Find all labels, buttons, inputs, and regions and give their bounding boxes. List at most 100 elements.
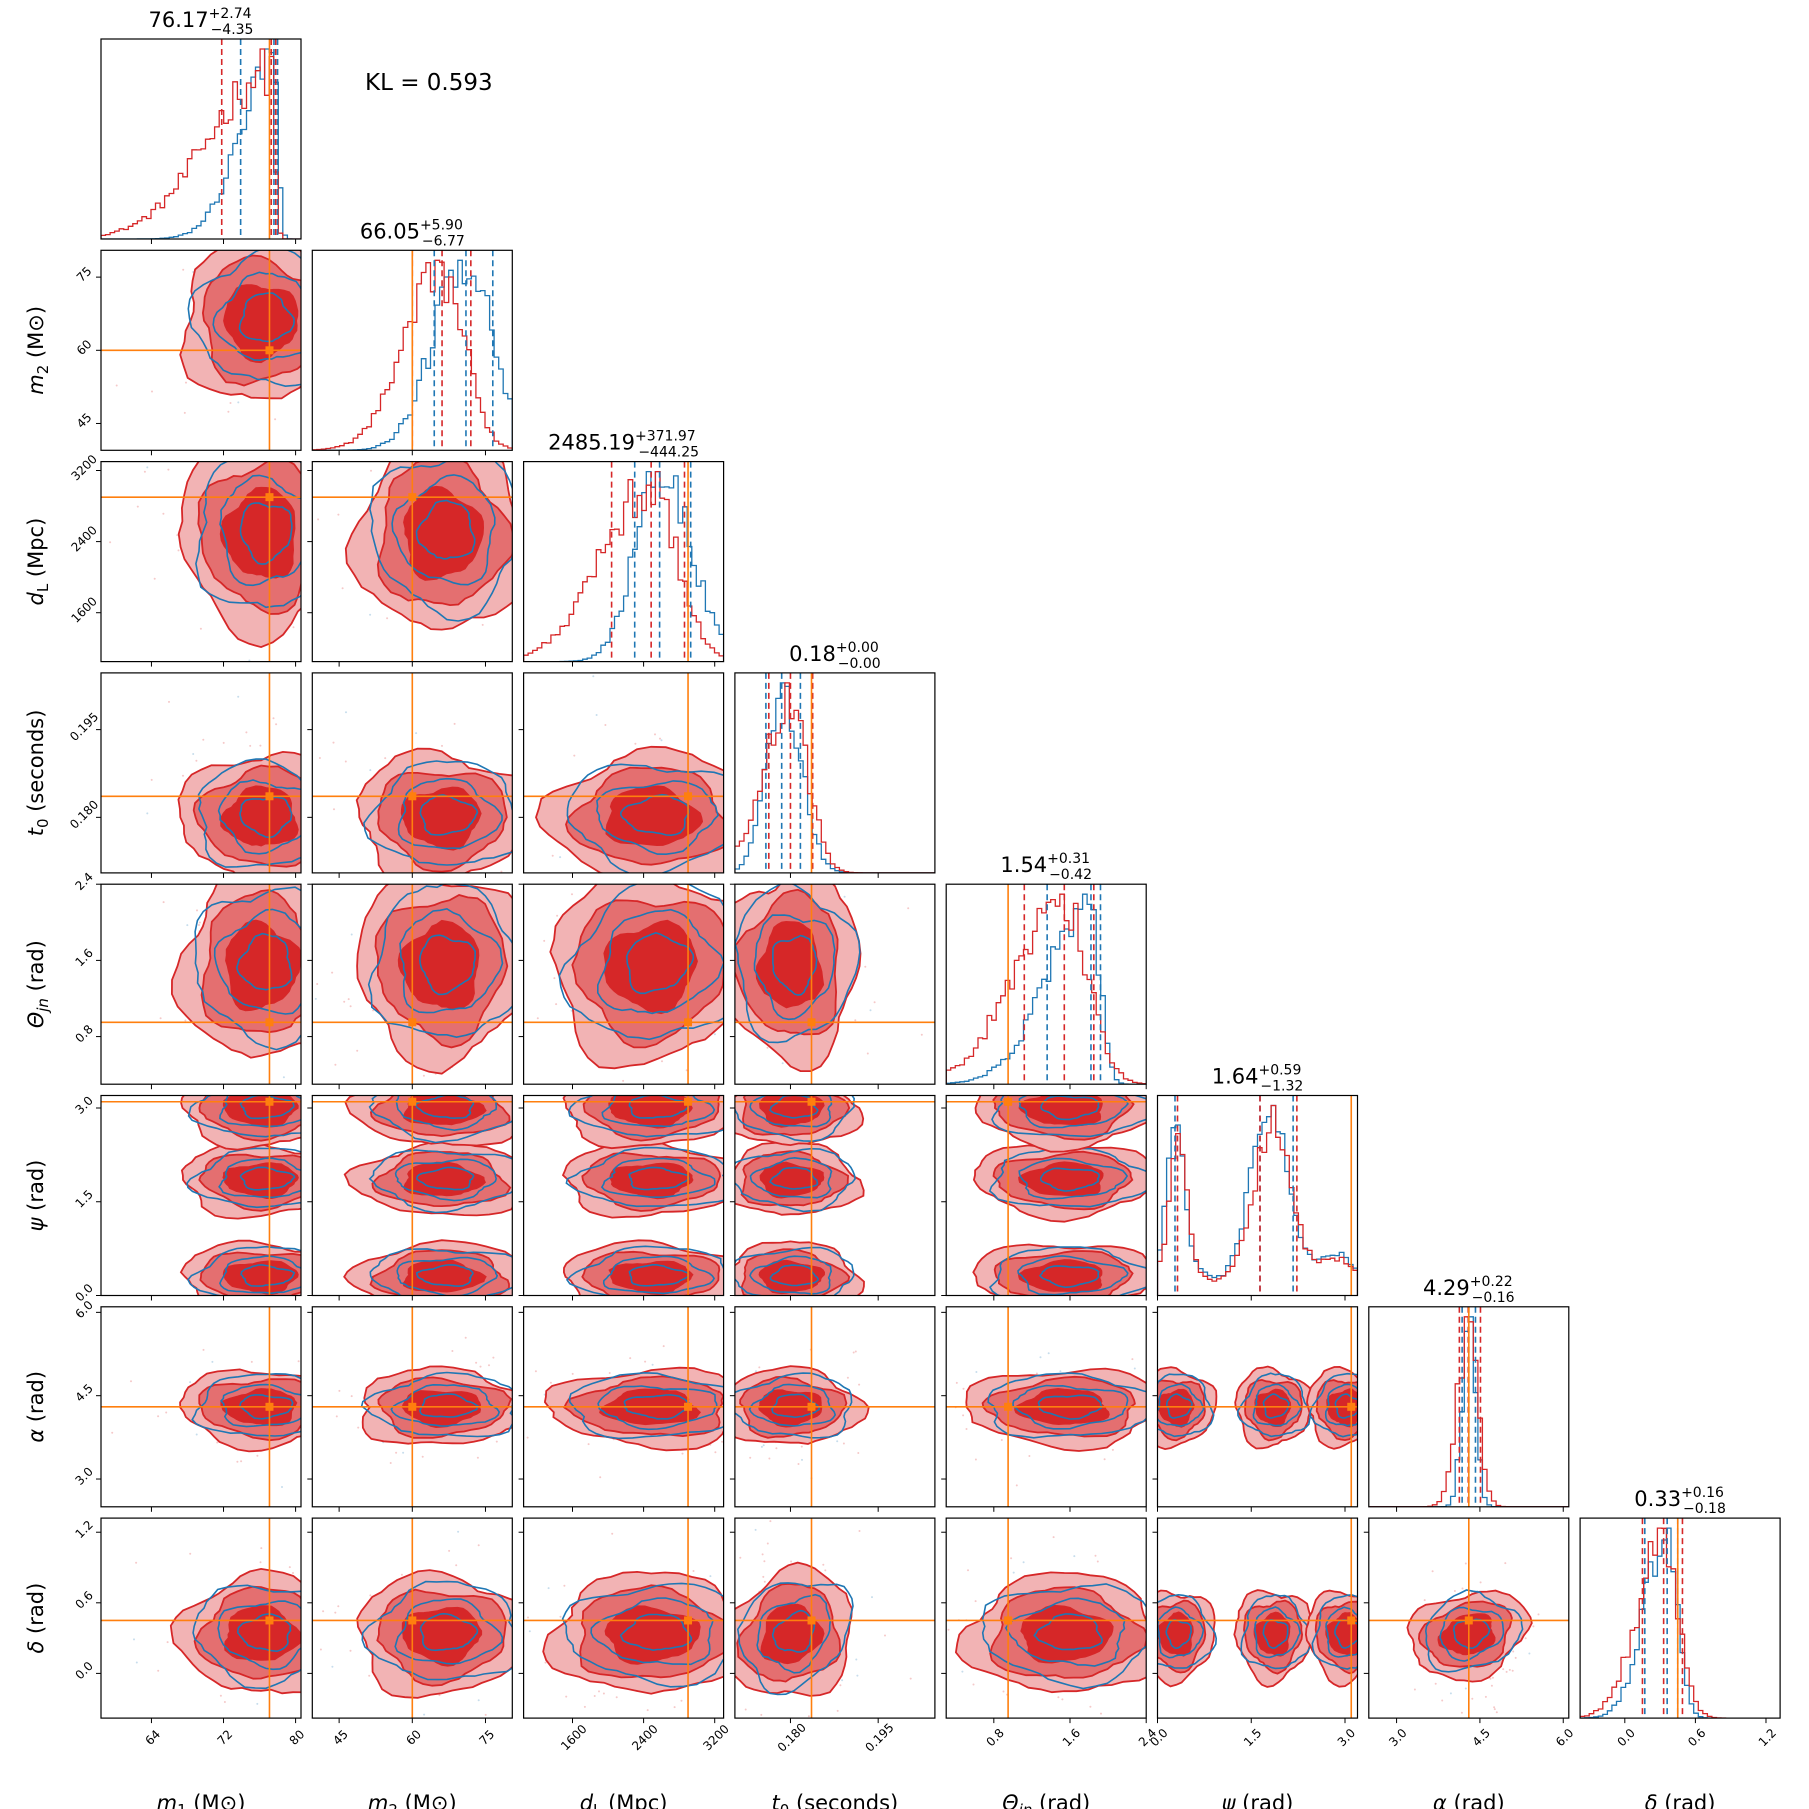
scatter-point	[249, 744, 252, 747]
cell-5-3-mode0-contour-b-1	[749, 1255, 833, 1295]
truth-marker	[1004, 1616, 1013, 1625]
scatter-point	[303, 299, 305, 301]
scatter-point	[208, 877, 210, 879]
cell-7-1-contour-b-1	[394, 1598, 504, 1665]
scatter-point	[515, 604, 517, 606]
scatter-point	[1490, 1684, 1493, 1687]
scatter-point	[500, 870, 503, 873]
scatter-point	[1047, 1352, 1050, 1355]
scatter-point	[389, 1462, 392, 1464]
cell-2-0-frame	[100, 461, 302, 663]
scatter-point	[451, 1350, 454, 1352]
scatter-point	[331, 971, 334, 974]
scatter-point	[386, 617, 389, 620]
y-tick-label: 3.0	[72, 1464, 95, 1487]
x-tick-label: 0.6	[1685, 1726, 1708, 1749]
scatter-point	[758, 1366, 761, 1369]
scatter-point	[1133, 1367, 1136, 1370]
scatter-point	[430, 1732, 432, 1734]
scatter-point	[1413, 1688, 1416, 1691]
scatter-point	[400, 1573, 403, 1576]
scatter-point	[1484, 1695, 1487, 1698]
cell-5-3-mode2-contour-b-0	[734, 1095, 856, 1143]
scatter-point	[583, 1705, 586, 1708]
scatter-point	[1012, 1571, 1015, 1574]
scatter-point	[644, 1360, 647, 1363]
truth-marker	[684, 1018, 693, 1027]
scatter-point	[822, 1563, 825, 1566]
x-axis-label: Θjn (rad)	[1002, 1791, 1090, 1809]
scatter-point	[660, 739, 663, 742]
cell-7-3-plot	[734, 1518, 935, 1719]
cell-7-5-plot	[1157, 1518, 1358, 1719]
cell-7-4-frame	[945, 1517, 1147, 1719]
cell-5-0-mode2-contour-b-2	[239, 1095, 295, 1120]
scatter-point	[331, 1665, 334, 1668]
truth-marker	[265, 493, 274, 502]
scatter-point	[453, 722, 456, 725]
scatter-point	[547, 1587, 550, 1590]
scatter-point	[1100, 1712, 1102, 1715]
scatter-point	[962, 1414, 965, 1417]
cell-5-1-mode1-contour-b-0	[368, 1149, 513, 1214]
scatter-point	[368, 1674, 371, 1677]
scatter-point	[1493, 1706, 1496, 1709]
scatter-point	[1103, 1458, 1106, 1461]
scatter-point	[476, 879, 478, 881]
cell-7-5-mode0-contour-b-2	[1165, 1618, 1193, 1650]
scatter-point	[790, 1560, 793, 1563]
marginal-title: 1.64+0.59 −1.32	[1212, 1063, 1304, 1095]
y-axis-label: δ (rad)	[24, 1583, 48, 1654]
cell-5-0-mode1-contour-b-2	[239, 1166, 296, 1191]
cell-5-2-mode1-contour-b-0	[565, 1146, 724, 1208]
cell-7-6-contour-b-1	[1439, 1606, 1505, 1662]
scatter-point	[1524, 1637, 1527, 1640]
scatter-point	[1453, 1590, 1456, 1592]
cell-5-0-mode0-contour-b-0	[187, 1245, 301, 1296]
histogram-series-a	[1157, 1104, 1358, 1296]
scatter-point	[736, 1720, 738, 1722]
scatter-point	[455, 1564, 458, 1567]
scatter-point	[965, 1428, 968, 1430]
cell-7-5-mode1-contour-b-1	[1254, 1606, 1301, 1659]
scatter-point	[168, 700, 170, 703]
cell-2-1-plot	[312, 458, 517, 662]
x-tick-label: 4.5	[1470, 1726, 1493, 1749]
scatter-point	[309, 641, 311, 643]
scatter-point	[1057, 1696, 1060, 1699]
scatter-point	[189, 1552, 192, 1555]
scatter-point	[555, 1003, 558, 1006]
scatter-point	[961, 1670, 964, 1673]
scatter-point	[316, 983, 319, 985]
scatter-point	[543, 939, 546, 942]
cell-3-3-plot	[734, 672, 935, 873]
scatter-point	[1010, 1557, 1013, 1560]
cell-2-0-contour-b-2	[239, 502, 293, 565]
scatter-point	[744, 1708, 747, 1711]
scatter-point	[1002, 1690, 1005, 1693]
cell-3-0-plot	[101, 672, 301, 873]
y-tick-label: 45	[74, 410, 95, 431]
scatter-point	[237, 695, 240, 698]
cell-4-2-plot	[523, 884, 724, 1085]
x-tick-label: 1.5	[1241, 1726, 1264, 1749]
cell-7-1-contour-b-0	[361, 1580, 513, 1681]
scatter-point	[216, 1441, 219, 1444]
scatter-point	[357, 1426, 360, 1429]
scatter-point	[962, 1387, 965, 1390]
cell-5-3-frame	[734, 1094, 936, 1297]
scatter-point	[275, 723, 278, 726]
cell-5-3-mode2-contour-b-1	[749, 1095, 833, 1128]
cell-7-2-contour-b-1	[590, 1597, 714, 1666]
cell-3-2-frame	[522, 672, 725, 874]
scatter-point	[402, 458, 404, 460]
scatter-point	[202, 1348, 205, 1351]
scatter-point	[317, 518, 320, 521]
scatter-point	[1479, 1581, 1482, 1584]
truth-marker	[807, 1018, 816, 1027]
scatter-point	[223, 1701, 226, 1703]
cell-3-0-contour-b-1	[217, 779, 301, 855]
scatter-point	[824, 1569, 827, 1572]
cell-5-1-mode2-contour-b-0	[368, 1095, 513, 1144]
cell-4-3-plot	[734, 884, 935, 1085]
